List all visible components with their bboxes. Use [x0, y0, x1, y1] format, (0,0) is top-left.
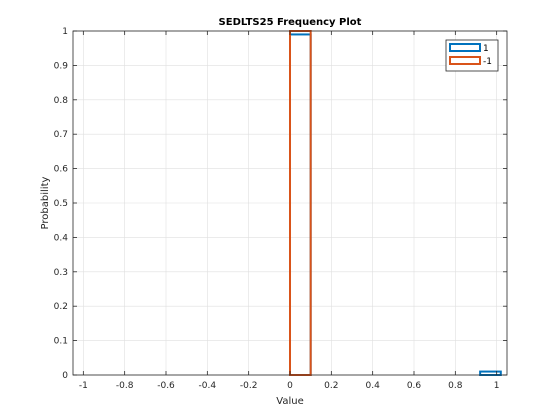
x-tick-label: -0.6: [157, 381, 175, 391]
legend: 1-1: [445, 39, 499, 72]
x-tick-label: 0: [287, 381, 293, 391]
y-tick-label: 0.2: [54, 302, 68, 312]
y-tick-label: 0.9: [54, 61, 69, 71]
y-tick-label: 1: [62, 27, 68, 37]
x-tick-label: 1: [494, 381, 500, 391]
x-tick-label: -1: [79, 381, 88, 391]
x-tick-label: 0.2: [324, 381, 338, 391]
y-tick-label: 0.5: [54, 199, 68, 209]
axis-ticks: -1 -0.8 -0.6 -0.4 -0.2 0 0.2 0.4 0.6 0.8 1 0 0.1 0.2 0…: [54, 27, 507, 391]
legend-swatch: [449, 43, 481, 52]
x-tick-label: -0.8: [116, 381, 134, 391]
y-tick-label: 0.6: [54, 165, 69, 175]
x-tick-label: 0.8: [448, 381, 463, 391]
y-tick-label: 0.4: [54, 233, 69, 243]
chart-title: SEDLTS25 Frequency Plot: [219, 17, 362, 28]
legend-label: -1: [483, 57, 492, 67]
x-tick-label: 0.4: [366, 381, 381, 391]
x-axis-label: Value: [276, 396, 303, 407]
legend-label: 1: [483, 44, 489, 54]
legend-box: [445, 39, 499, 72]
x-tick-label: 0.6: [407, 381, 422, 391]
y-tick-label: 0: [62, 371, 68, 381]
x-tick-label: -0.2: [240, 381, 258, 391]
y-tick-label: 0.7: [54, 130, 68, 140]
x-tick-label: -0.4: [199, 381, 217, 391]
legend-swatch: [449, 56, 481, 65]
y-tick-label: 0.8: [54, 96, 69, 106]
y-tick-label: 0.1: [54, 337, 68, 347]
y-tick-label: 0.3: [54, 268, 68, 278]
y-axis-label: Probability: [40, 176, 51, 229]
